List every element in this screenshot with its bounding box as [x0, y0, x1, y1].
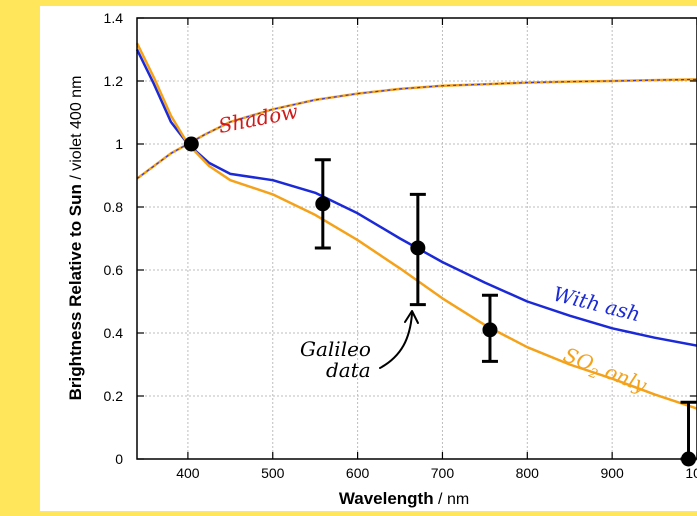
x-tick-label: 900 [600, 465, 624, 481]
tick-labels: 40050060070080090010000.20.40.60.811.21.… [104, 10, 697, 481]
galileo-arrow [379, 313, 413, 369]
y-axis-title: Brightness Relative to Sun / violet 400 … [66, 76, 85, 401]
galileo-data-point [183, 136, 199, 152]
x-tick-label: 100 [685, 465, 697, 481]
galileo-data-point [410, 240, 426, 256]
x-tick-label: 800 [516, 465, 540, 481]
y-tick-label: 0.8 [104, 199, 124, 215]
y-axis-title-main: Brightness Relative to Sun [66, 184, 85, 400]
series-lines [135, 42, 697, 410]
x-tick-label: 500 [261, 465, 285, 481]
galileo-label-line1: Galileo [300, 337, 371, 361]
y-tick-label: 1.2 [104, 73, 124, 89]
series-line-so2-only [135, 42, 697, 410]
y-axis-title-unit: / violet 400 nm [68, 76, 85, 185]
x-tick-label: 400 [176, 465, 200, 481]
grid-lines [137, 17, 697, 460]
y-tick-label: 1.4 [104, 10, 124, 26]
galileo-label-line2: data [326, 358, 371, 382]
y-tick-label: 0.4 [104, 325, 124, 341]
plot-border [136, 17, 697, 460]
x-tick-label: 700 [431, 465, 455, 481]
axes [136, 17, 697, 460]
y-tick-label: 0.6 [104, 262, 124, 278]
galileo-arrowhead [404, 310, 419, 324]
x-axis-title: Wavelength / nm [339, 489, 469, 508]
y-tick-label: 0 [115, 451, 123, 467]
y-tick-label: 1 [115, 136, 123, 152]
galileo-data-point [315, 196, 331, 212]
x-tick-label: 600 [346, 465, 370, 481]
x-axis-title-main: Wavelength [339, 489, 434, 508]
x-axis-title-unit: / nm [434, 491, 470, 508]
galileo-data-point [482, 322, 498, 338]
series-line-shadow-dash-overlay [136, 78, 697, 180]
y-tick-label: 0.2 [104, 388, 124, 404]
